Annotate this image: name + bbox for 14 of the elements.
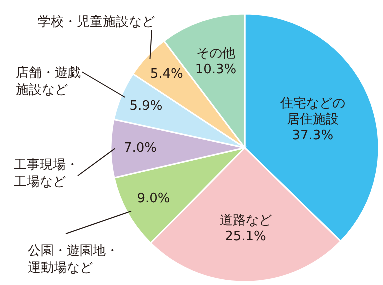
slice-label: その他 bbox=[196, 46, 236, 62]
slice-label: 工事現場・工場など bbox=[14, 158, 79, 190]
slice-label: 店舗・遊戯施設など bbox=[16, 64, 81, 98]
data-label: 10.3% bbox=[195, 62, 237, 78]
data-label: 7.0% bbox=[124, 141, 157, 156]
data-label: 5.4% bbox=[150, 67, 184, 82]
slice-label: 住宅などの居住施設 bbox=[279, 94, 346, 127]
slice-label: 学校・児童施設など bbox=[38, 14, 155, 30]
slice-label: 公園・遊園地・運動場など bbox=[28, 244, 119, 276]
data-label: 5.9% bbox=[130, 98, 163, 114]
data-label: 9.0% bbox=[137, 191, 170, 206]
data-label: 25.1% bbox=[225, 228, 266, 244]
slice-label: 道路など bbox=[220, 212, 272, 228]
data-label: 37.3% bbox=[292, 128, 334, 143]
